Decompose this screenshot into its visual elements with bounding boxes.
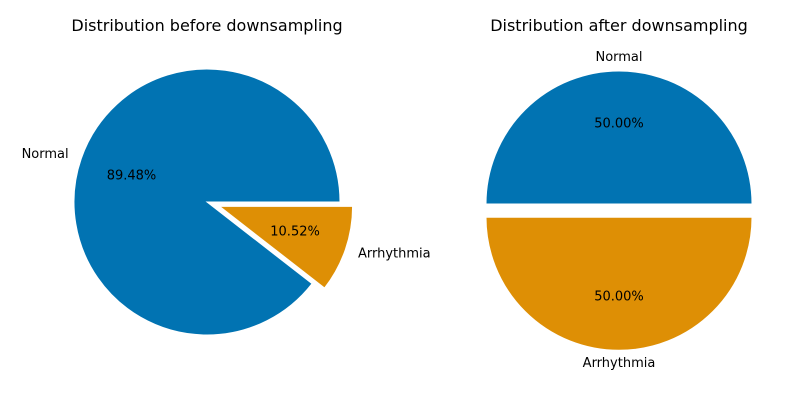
pie-category-label-arrhythmia-before: Arrhythmia: [358, 246, 431, 261]
pie-percent-label-arrhythmia-before: 10.52%: [270, 225, 320, 240]
pie-category-label-arrhythmia-after: Arrhythmia: [583, 356, 656, 371]
pie-slice-normal-before: [73, 68, 341, 336]
pie-percent-label-normal-after: 50.00%: [594, 117, 644, 132]
chart-title-after: Distribution after downsampling: [490, 16, 748, 35]
pie-chart-after-downsampling: 50.00% Normal 50.00% Arrhythmia Distribution…: [485, 16, 753, 371]
pie-slice-normal-after: [485, 70, 753, 205]
pie-percent-label-arrhythmia-after: 50.00%: [594, 290, 644, 305]
pie-category-label-normal-after: Normal: [595, 50, 642, 65]
pie-percent-label-normal-before: 89.48%: [107, 169, 157, 184]
chart-title-before: Distribution before downsampling: [71, 16, 342, 35]
pie-category-label-normal-before: Normal: [22, 147, 69, 162]
pie-slice-arrhythmia-before: [218, 205, 354, 289]
pie-slice-arrhythmia-after: [485, 216, 753, 351]
pie-chart-before-downsampling: 89.48% Normal 10.52% Arrhythmia Distribution…: [22, 16, 431, 336]
